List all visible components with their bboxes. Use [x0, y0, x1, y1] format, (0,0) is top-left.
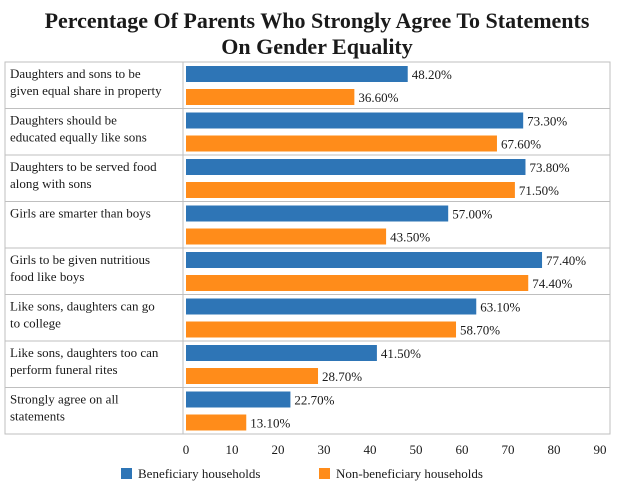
- data-label: 67.60%: [501, 137, 541, 152]
- data-label: 43.50%: [390, 230, 430, 245]
- category-label: Strongly agree on all: [10, 392, 119, 407]
- x-tick-label: 20: [272, 442, 285, 457]
- category-label: educated equally like sons: [10, 130, 147, 145]
- data-label: 77.40%: [546, 253, 586, 268]
- bar-beneficiary: [186, 252, 543, 268]
- bar-beneficiary: [186, 298, 477, 315]
- bar-non-beneficiary: [186, 135, 497, 152]
- data-label: 48.20%: [412, 67, 452, 82]
- bar-non-beneficiary: [186, 414, 247, 431]
- category-label: Like sons, daughters too can: [10, 345, 159, 360]
- bar-non-beneficiary: [186, 228, 387, 245]
- bar-beneficiary: [186, 345, 377, 361]
- data-label: 58.70%: [460, 323, 500, 338]
- category-label: food like boys: [10, 269, 84, 284]
- data-label: 28.70%: [322, 369, 362, 384]
- category-label: statements: [10, 409, 65, 424]
- x-tick-label: 80: [548, 442, 561, 457]
- x-tick-label: 0: [183, 442, 190, 457]
- data-label: 63.10%: [480, 300, 520, 315]
- data-label: 71.50%: [519, 183, 559, 198]
- data-label: 73.80%: [529, 160, 569, 175]
- category-label: Daughters and sons to be: [10, 66, 141, 81]
- legend-label: Non-beneficiary households: [336, 466, 483, 481]
- data-label: 74.40%: [532, 276, 572, 291]
- data-label: 36.60%: [358, 90, 398, 105]
- category-label: along with sons: [10, 176, 92, 191]
- data-label: 41.50%: [381, 346, 421, 361]
- bar-non-beneficiary: [186, 182, 515, 198]
- x-tick-label: 40: [364, 442, 377, 457]
- x-tick-label: 50: [410, 442, 423, 457]
- category-label: to college: [10, 316, 61, 331]
- bar-non-beneficiary: [186, 321, 457, 338]
- legend-swatch: [319, 468, 330, 479]
- bar-non-beneficiary: [186, 89, 355, 105]
- category-label: Daughters should be: [10, 113, 117, 128]
- bar-non-beneficiary: [186, 275, 529, 291]
- data-label: 22.70%: [294, 393, 334, 408]
- bar-beneficiary: [186, 112, 524, 129]
- category-label: perform funeral rites: [10, 362, 118, 377]
- bar-beneficiary: [186, 66, 408, 82]
- legend-label: Beneficiary households: [138, 466, 260, 481]
- bar-beneficiary: [186, 159, 526, 175]
- x-tick-label: 90: [594, 442, 607, 457]
- chart-title-line-1: Percentage Of Parents Who Strongly Agree…: [44, 8, 590, 33]
- x-tick-label: 70: [502, 442, 515, 457]
- bar-non-beneficiary: [186, 368, 319, 384]
- category-label: Daughters to be served food: [10, 159, 157, 174]
- data-label: 73.30%: [527, 114, 567, 129]
- legend-swatch: [121, 468, 132, 479]
- category-label: Girls are smarter than boys: [10, 206, 151, 221]
- bar-beneficiary: [186, 205, 449, 222]
- x-tick-label: 10: [226, 442, 239, 457]
- category-label: Like sons, daughters can go: [10, 299, 155, 314]
- data-label: 57.00%: [452, 207, 492, 222]
- category-label: given equal share in property: [10, 83, 162, 98]
- chart-title-line-2: On Gender Equality: [221, 34, 413, 59]
- x-tick-label: 30: [318, 442, 331, 457]
- data-label: 13.10%: [250, 416, 290, 431]
- bar-beneficiary: [186, 391, 291, 408]
- category-label: Girls to be given nutritious: [10, 252, 150, 267]
- x-tick-label: 60: [456, 442, 469, 457]
